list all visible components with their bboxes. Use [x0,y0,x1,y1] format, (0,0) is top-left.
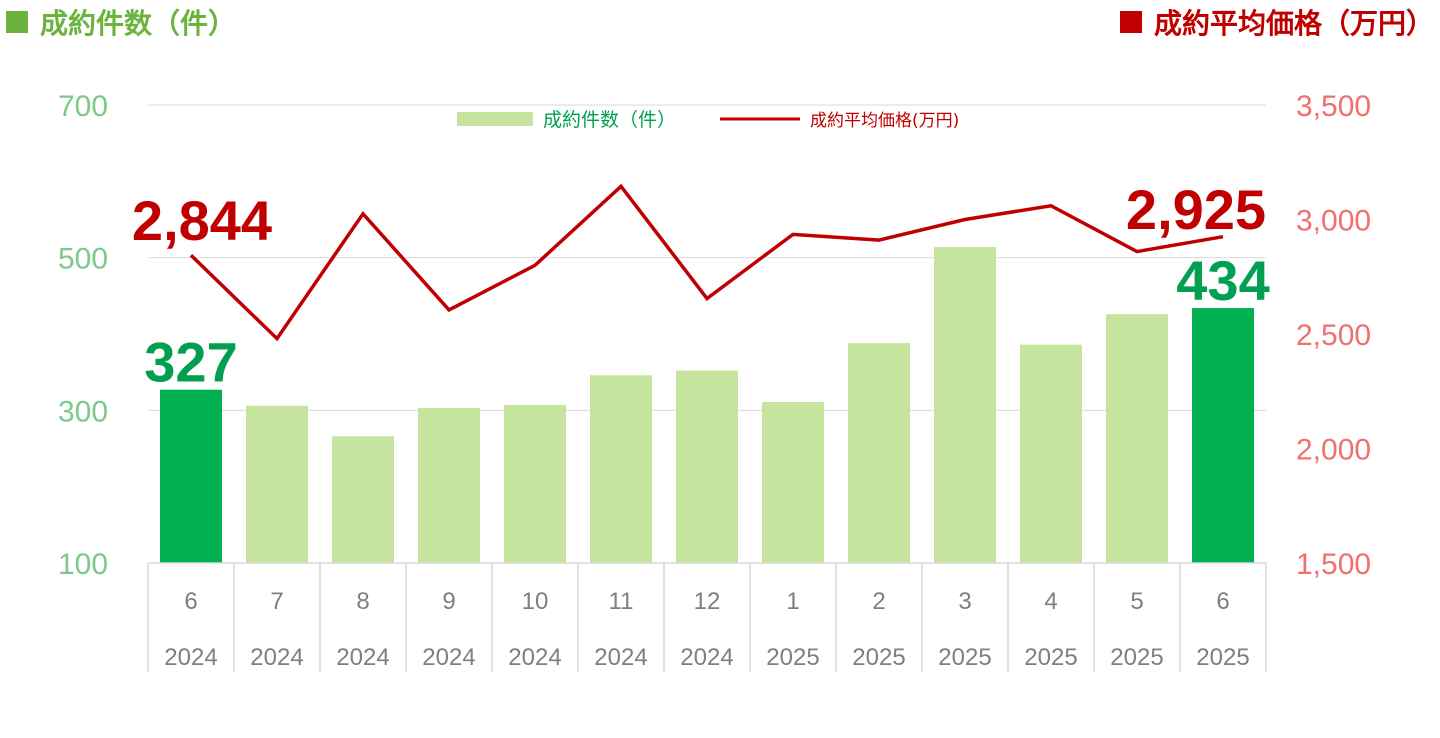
left-title-square-icon [6,11,28,33]
right-title-square-icon [1119,11,1142,33]
x-tick-label-month: 9 [442,588,455,615]
bar [590,375,652,563]
x-tick-label-month: 5 [1130,588,1143,615]
left-axis-tick-label: 300 [58,395,108,428]
right-axis-title: 成約平均価格（万円） [1119,2,1434,42]
x-tick-label-year: 2024 [164,644,217,671]
x-tick-label-year: 2025 [1110,644,1163,671]
x-tick-label-year: 2024 [594,644,647,671]
x-tick-label-year: 2024 [680,644,733,671]
line-data-label-first: 2,844 [132,189,272,252]
bar [1106,314,1168,563]
x-tick-label-month: 10 [522,588,549,615]
x-tick-label-month: 8 [356,588,369,615]
x-tick-label-year: 2025 [852,644,905,671]
bar [246,405,308,563]
bar [848,343,910,563]
right-axis-tick-label: 3,000 [1296,205,1371,238]
left-axis-tick-label: 500 [58,243,108,276]
left-axis-title: 成約件数（件） [6,2,236,42]
left-title-text: 成約件数（件） [40,7,237,40]
left-axis-tick-label: 700 [58,90,108,123]
bar [418,408,480,563]
bar-data-label-first: 327 [144,331,237,394]
price-line [189,183,1224,342]
x-tick-label-year: 2024 [508,644,561,671]
bar [504,404,566,563]
right-title-text: 成約平均価格（万円） [1153,7,1434,40]
x-tick-label-year: 2025 [1024,644,1077,671]
bar [160,389,222,563]
x-tick-label-month: 6 [1216,588,1229,615]
x-tick-label-year: 2024 [336,644,389,671]
x-tick-label-month: 11 [609,588,634,615]
x-tick-label-year: 2024 [422,644,475,671]
bar [1020,344,1082,563]
legend-bar-label: 成約件数（件） [543,109,676,131]
bar [332,436,394,563]
x-tick-label-year: 2025 [766,644,819,671]
x-tick-label-month: 7 [270,588,283,615]
left-axis-tick-label: 100 [58,548,108,581]
bar-data-label-last: 434 [1176,249,1269,312]
x-tick-label-year: 2025 [938,644,991,671]
right-axis-tick-label: 2,500 [1296,319,1371,352]
legend-line-label: 成約平均価格(万円) [810,111,959,131]
right-axis-tick-label: 2,000 [1296,434,1371,467]
x-tick-label-year: 2024 [250,644,303,671]
bar [676,370,738,563]
legend-bar-swatch [457,112,533,126]
x-tick-label-month: 6 [184,588,197,615]
bar [1192,308,1254,563]
x-tick-label-month: 4 [1044,588,1057,615]
right-axis-tick-label: 1,500 [1296,548,1371,581]
x-tick-label-year: 2025 [1196,644,1249,671]
bar [934,246,996,564]
x-tick-label-month: 1 [786,588,799,615]
bar [762,401,824,563]
x-tick-label-month: 12 [694,588,721,615]
x-tick-label-month: 2 [872,588,885,615]
x-tick-label-month: 3 [958,588,971,615]
right-axis-tick-label: 3,500 [1296,90,1371,123]
line-data-label-last: 2,925 [1126,178,1266,241]
